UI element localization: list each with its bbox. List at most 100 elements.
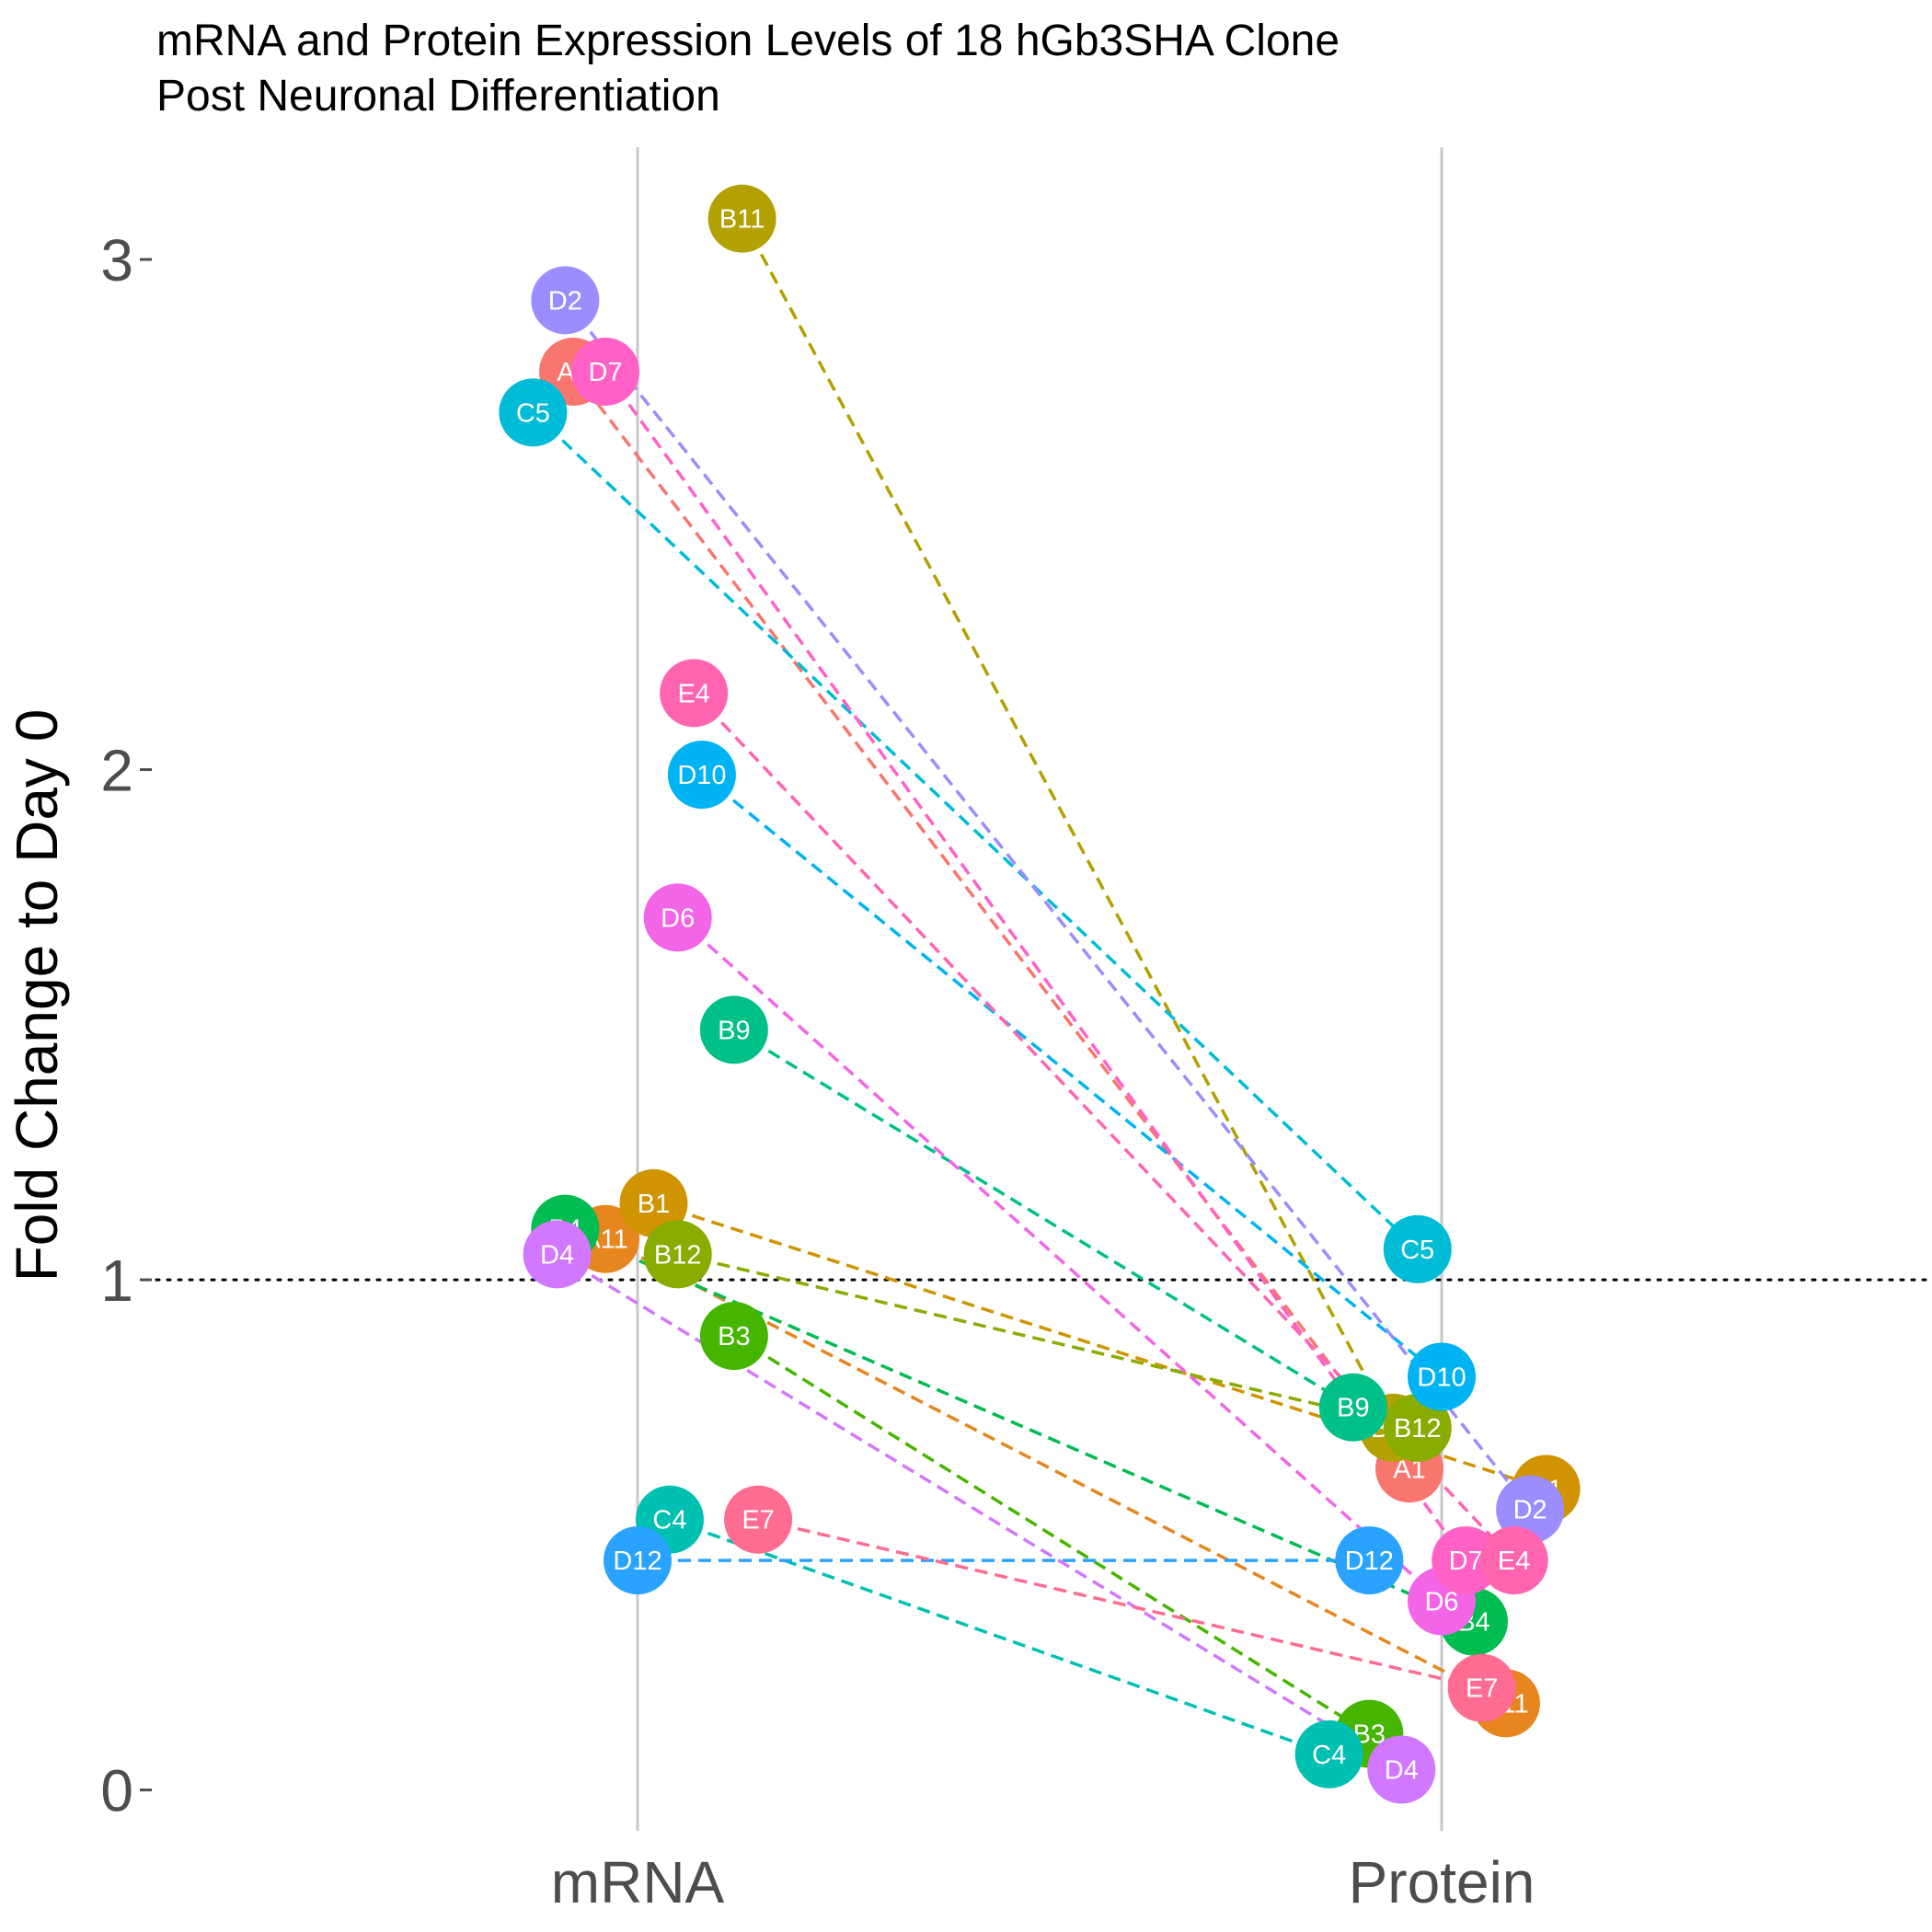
point-b9-protein: B9 [1318, 1373, 1387, 1442]
point-label-d10-mrna: D10 [677, 761, 726, 790]
link-b3 [732, 1334, 1371, 1736]
point-marker-c4-protein [1294, 1719, 1363, 1788]
point-label-d2-mrna: D2 [548, 286, 582, 316]
y-tick-label-2: 2 [100, 738, 133, 804]
y-axis: 0 1 2 3 [100, 227, 152, 1824]
point-label-e4-protein: E4 [1498, 1547, 1530, 1576]
link-b4 [564, 1227, 1475, 1624]
point-marker-e7-protein [1447, 1653, 1516, 1722]
point-label-b1-mrna: B1 [638, 1190, 670, 1219]
x-tick-label-protein: Protein [1349, 1849, 1535, 1915]
link-e7 [757, 1518, 1483, 1690]
y-axis-label: Fold Change to Day 0 [4, 709, 70, 1282]
point-marker-b9-protein [1318, 1373, 1387, 1442]
link-c4 [669, 1518, 1330, 1756]
point-b9-mrna: B9 [699, 995, 768, 1064]
point-d4-mrna: D4 [523, 1220, 592, 1289]
data-points: A1A1A11A11B1B1B11B11B12B12B3B3B4B4B9B9C4… [499, 184, 1581, 1804]
point-d12-protein: D12 [1335, 1526, 1404, 1595]
point-marker-c5-protein [1383, 1214, 1452, 1283]
y-tick-label-0: 0 [100, 1758, 133, 1824]
point-marker-d4-protein [1367, 1735, 1436, 1804]
point-label-d4-protein: D4 [1385, 1755, 1419, 1785]
y-tick-label-1: 1 [100, 1248, 133, 1314]
x-tick-label-mrna: mRNA [551, 1849, 725, 1915]
point-c5-protein: C5 [1383, 1214, 1452, 1283]
point-marker-d7-protein [1432, 1526, 1501, 1595]
link-c5 [532, 411, 1419, 1251]
point-marker-d12-protein [1335, 1526, 1404, 1595]
point-label-d4-mrna: D4 [540, 1240, 574, 1270]
point-b11-mrna: B11 [707, 184, 776, 253]
point-label-c4-protein: C4 [1312, 1741, 1346, 1770]
point-b1-mrna: B1 [619, 1168, 688, 1237]
point-e4-protein: E4 [1479, 1526, 1548, 1595]
point-marker-b1-mrna [619, 1168, 688, 1237]
point-marker-e7-mrna [724, 1485, 793, 1554]
link-d4 [556, 1252, 1403, 1771]
point-marker-b12-mrna [643, 1220, 712, 1289]
point-label-e7-protein: E7 [1466, 1674, 1498, 1704]
point-label-c5-protein: C5 [1400, 1236, 1434, 1265]
chart-title: mRNA and Protein Expression Levels of 18… [156, 17, 1340, 121]
point-label-b9-mrna: B9 [718, 1016, 750, 1045]
point-d6-mrna: D6 [643, 883, 712, 952]
point-marker-d4-mrna [523, 1220, 592, 1289]
point-label-d6-mrna: D6 [661, 903, 695, 933]
point-label-b11-mrna: B11 [719, 205, 765, 235]
point-marker-c5-mrna [499, 378, 568, 447]
point-label-d12-mrna: D12 [613, 1547, 661, 1576]
link-b12 [677, 1252, 1419, 1430]
chart-title-line-1: mRNA and Protein Expression Levels of 18… [156, 17, 1340, 65]
point-e4-mrna: E4 [660, 659, 729, 728]
point-marker-d7-mrna [571, 338, 640, 406]
point-label-d12-protein: D12 [1345, 1547, 1394, 1576]
point-marker-e4-mrna [660, 659, 729, 728]
link-b9 [732, 1028, 1354, 1409]
point-b3-mrna: B3 [699, 1302, 768, 1371]
point-e7-protein: E7 [1447, 1653, 1516, 1722]
point-e7-mrna: E7 [724, 1485, 793, 1554]
point-d10-mrna: D10 [667, 741, 736, 810]
point-label-d6-protein: D6 [1424, 1587, 1458, 1616]
point-label-b3-mrna: B3 [718, 1322, 750, 1351]
point-marker-d10-protein [1408, 1342, 1476, 1411]
y-tick-label-3: 3 [100, 227, 133, 293]
point-label-b12-mrna: B12 [654, 1240, 702, 1270]
point-marker-d10-mrna [667, 741, 736, 810]
point-marker-e4-protein [1479, 1526, 1548, 1595]
link-d6 [676, 916, 1443, 1603]
point-d7-mrna: D7 [571, 338, 640, 406]
point-label-d7-protein: D7 [1449, 1547, 1483, 1576]
link-d7 [604, 370, 1467, 1562]
point-label-e7-mrna: E7 [742, 1506, 774, 1535]
point-label-b9-protein: B9 [1337, 1394, 1369, 1423]
point-b12-mrna: B12 [643, 1220, 712, 1289]
point-d7-protein: D7 [1432, 1526, 1501, 1595]
point-marker-b9-mrna [699, 995, 768, 1064]
point-d12-mrna: D12 [604, 1526, 672, 1595]
point-marker-d6-mrna [643, 883, 712, 952]
point-label-d10-protein: D10 [1417, 1363, 1466, 1392]
point-marker-b12-protein [1383, 1393, 1452, 1462]
link-d2 [563, 299, 1532, 1511]
point-marker-d12-mrna [604, 1526, 672, 1595]
point-label-d2-protein: D2 [1513, 1496, 1547, 1525]
point-d2-mrna: D2 [531, 266, 600, 335]
link-a1 [571, 370, 1411, 1470]
x-axis: mRNA Protein [551, 1849, 1535, 1915]
link-b11 [741, 217, 1396, 1429]
point-label-e4-mrna: E4 [677, 679, 709, 708]
point-b12-protein: B12 [1383, 1393, 1452, 1462]
chart-title-line-2: Post Neuronal Differentiation [156, 72, 720, 121]
point-label-c4-mrna: C4 [652, 1506, 686, 1535]
point-c5-mrna: C5 [499, 378, 568, 447]
point-d10-protein: D10 [1408, 1342, 1476, 1411]
link-d10 [700, 773, 1443, 1378]
point-label-c5-mrna: C5 [516, 398, 550, 428]
point-label-d7-mrna: D7 [589, 358, 623, 387]
point-d4-protein: D4 [1367, 1735, 1436, 1804]
point-marker-d2-mrna [531, 266, 600, 335]
point-marker-b11-mrna [707, 184, 776, 253]
